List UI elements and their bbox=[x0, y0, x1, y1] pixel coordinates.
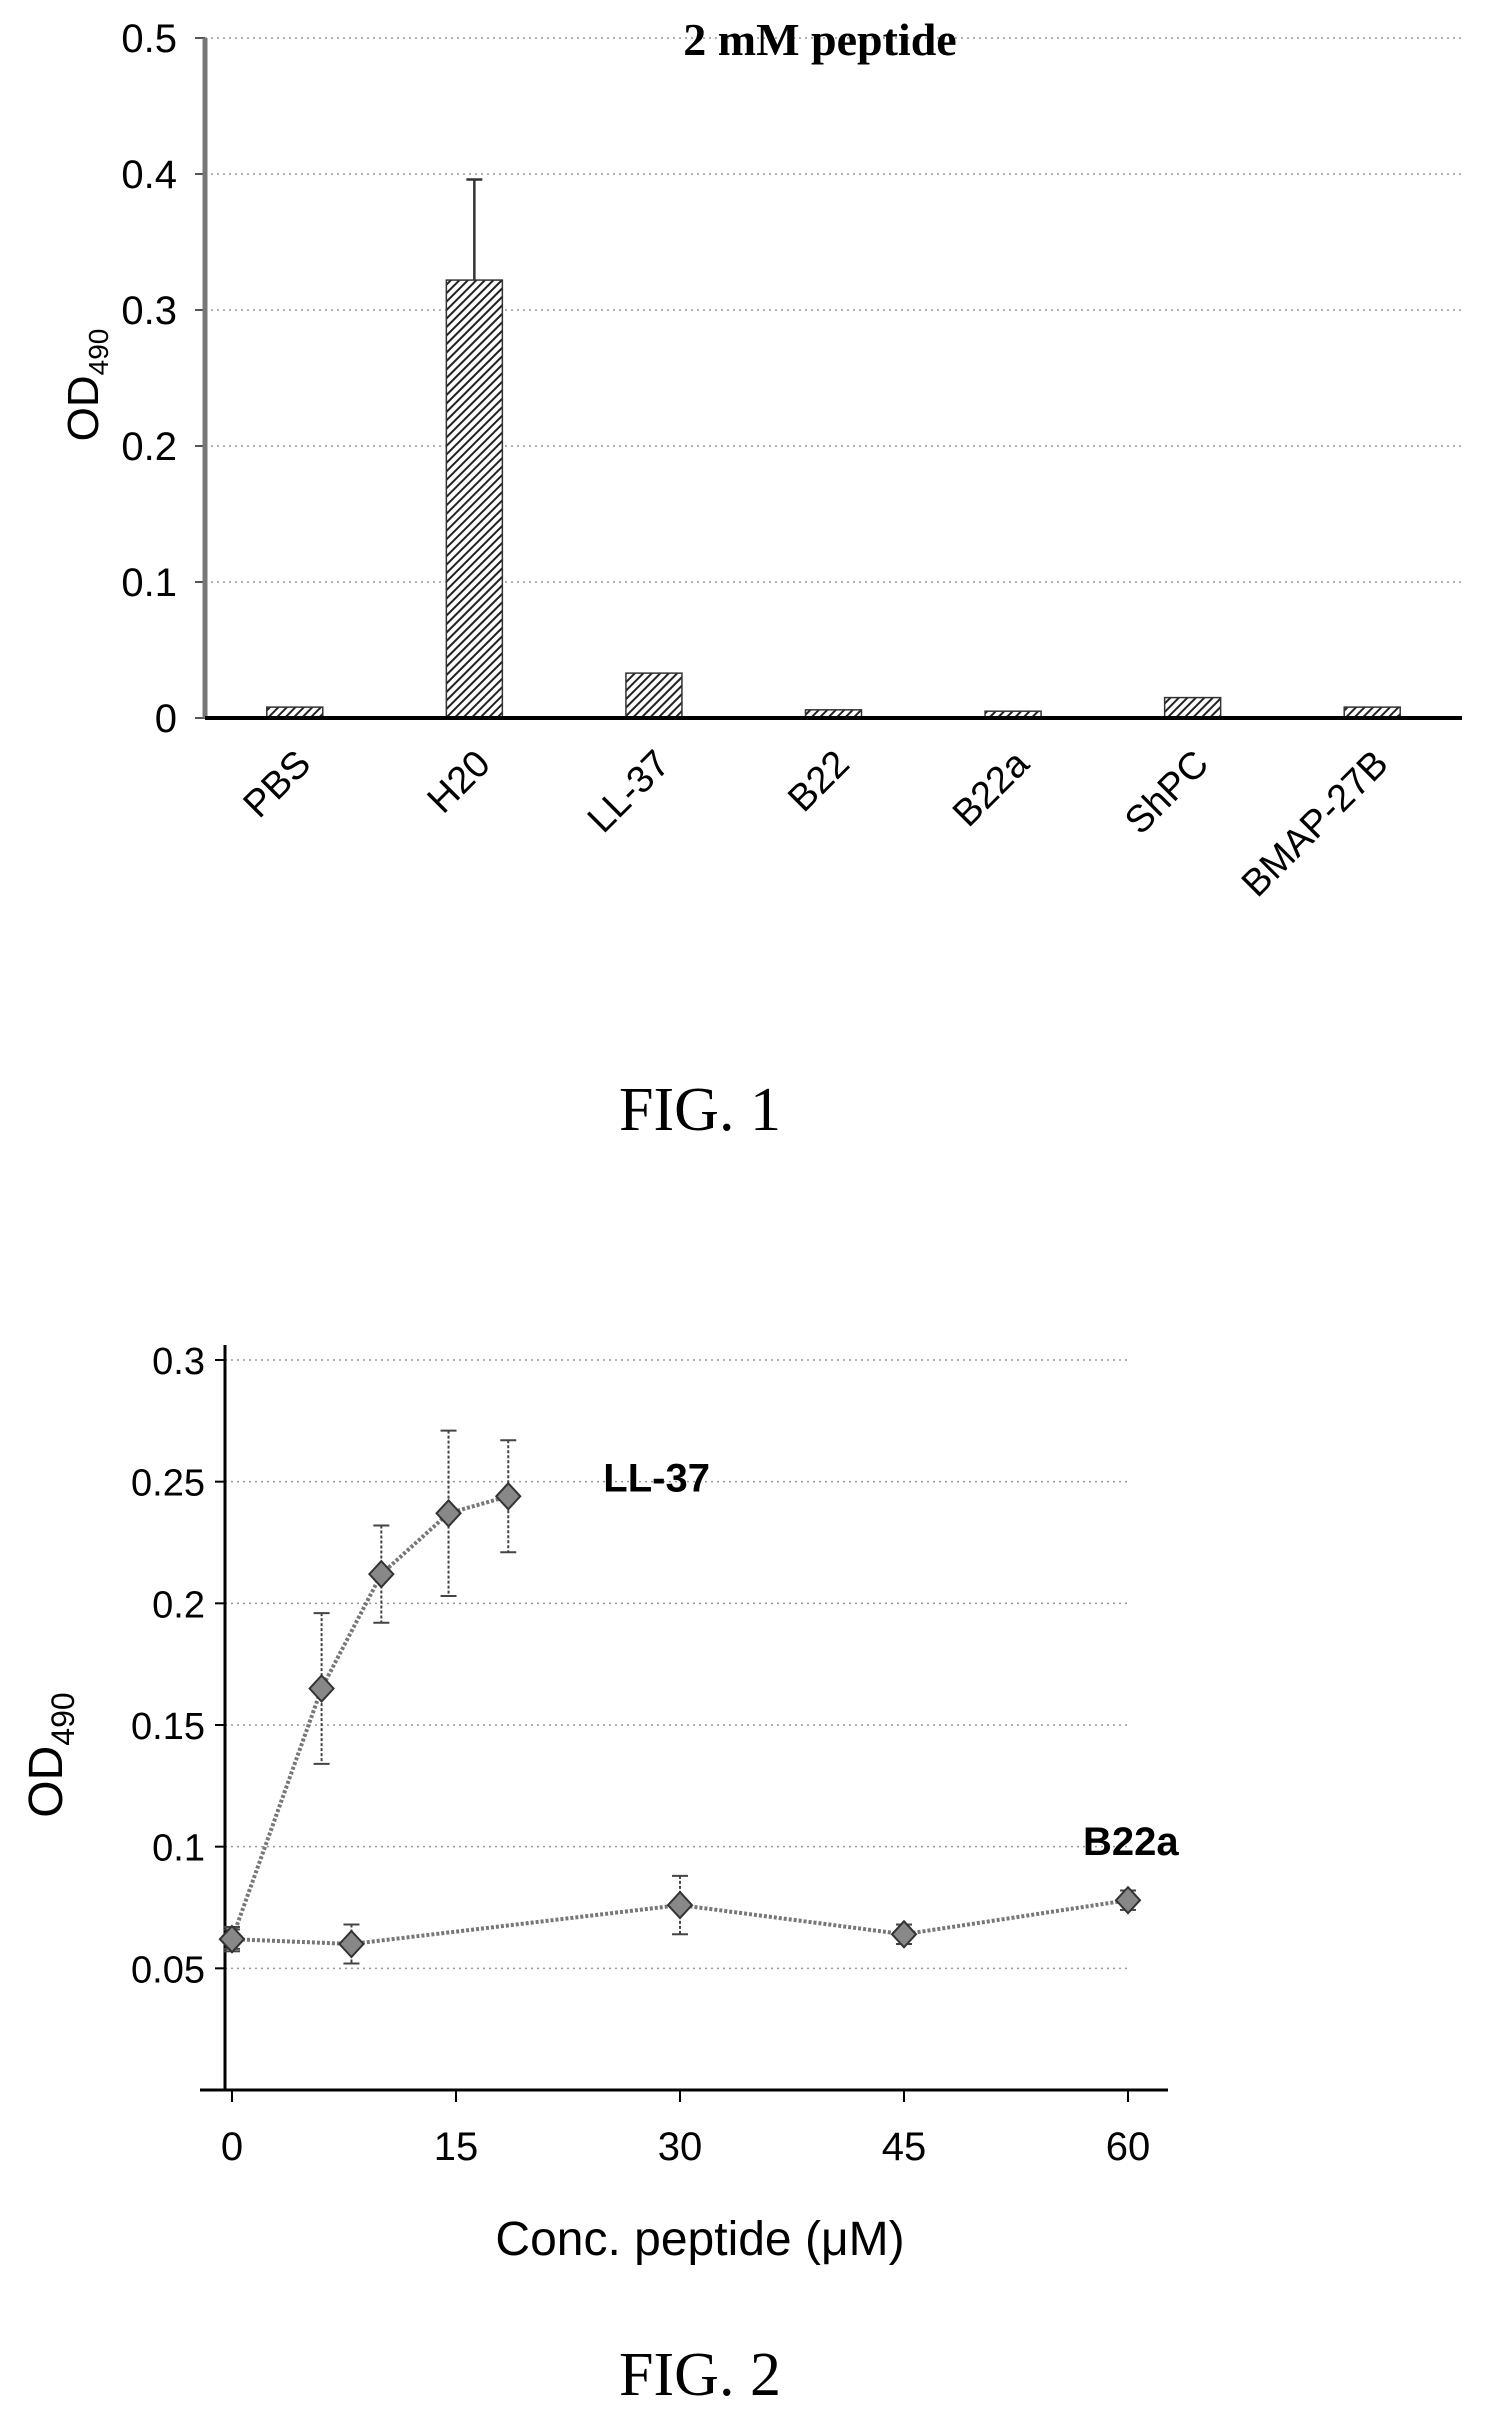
fig1-caption: FIG. 1 bbox=[619, 1076, 781, 1144]
fig2-x-tick-label: 45 bbox=[882, 2125, 927, 2169]
fig2-data-point bbox=[308, 1674, 335, 1703]
fig1-axes bbox=[195, 37, 1462, 720]
fig1-y-tick-label: 0.1 bbox=[121, 561, 177, 605]
fig2-y-tick-label: 0.25 bbox=[131, 1463, 205, 1505]
fig2-y-tick-label: 0.15 bbox=[131, 1706, 205, 1748]
fig2-data-point bbox=[338, 1929, 365, 1959]
fig2-data-point bbox=[218, 1924, 246, 1954]
fig2-y-tick-label: 0.3 bbox=[152, 1341, 205, 1383]
fig1-x-tick-label: B22 bbox=[780, 743, 858, 821]
fig2-series bbox=[218, 1429, 1142, 1965]
fig2-data-point bbox=[890, 1919, 918, 1949]
fig2-y-tick-label: 0.2 bbox=[152, 1584, 205, 1626]
fig2-x-axis-label: Conc. peptide (μM) bbox=[495, 2213, 904, 2266]
fig2-data-point bbox=[494, 1481, 522, 1511]
fig2-x-tick-labels: 0 15 30 45 60 bbox=[221, 2125, 1150, 2169]
fig1-y-tick-label: 0.2 bbox=[121, 425, 177, 469]
fig1-gridlines bbox=[205, 37, 1462, 583]
fig1-bar bbox=[625, 672, 683, 719]
fig2-y-axis-label: OD490 bbox=[20, 1692, 81, 1817]
fig1-x-tick-label: PBS bbox=[236, 743, 319, 826]
fig1-y-tick-label: 0 bbox=[155, 697, 177, 741]
fig2-x-tick-label: 30 bbox=[658, 2125, 703, 2169]
fig2-x-tick-label: 15 bbox=[434, 2125, 479, 2169]
fig1-x-tick-label: LL-37 bbox=[580, 743, 678, 841]
fig2-caption: FIG. 2 bbox=[619, 2341, 781, 2409]
figure-1: 0 0.1 0.2 0.3 0.4 0.5 PBS H20 LL-37 B22 B22a ShPC B… bbox=[59, 14, 1462, 1144]
fig2-data-point bbox=[1114, 1885, 1142, 1915]
fig2-series-label: B22a bbox=[1083, 1820, 1179, 1864]
fig1-bars bbox=[266, 178, 1401, 719]
figure-2: 0.05 0.1 0.15 0.2 0.25 0.3 0 15 30 45 60 LL-37 B22… bbox=[20, 1341, 1179, 2409]
fig2-series-line bbox=[230, 1494, 509, 1940]
fig2-x-tick-label: 0 bbox=[221, 2125, 243, 2169]
fig2-series-labels: LL-37 B22a bbox=[603, 1456, 1179, 1864]
fig2-axes bbox=[200, 1345, 1168, 2102]
fig1-bar bbox=[1163, 696, 1222, 719]
fig1-x-tick-label: ShPC bbox=[1117, 743, 1217, 843]
fig2-data-point bbox=[367, 1559, 395, 1589]
fig2-data-point bbox=[435, 1498, 462, 1528]
fig1-x-tick-label: BMAP-27B bbox=[1234, 743, 1397, 906]
fig1-x-tick-label: B22a bbox=[945, 742, 1038, 835]
fig1-x-tick-labels: PBS H20 LL-37 B22 B22a ShPC BMAP-27B bbox=[236, 742, 1397, 905]
fig1-y-tick-label: 0.4 bbox=[121, 153, 177, 197]
fig1-bar bbox=[445, 279, 504, 719]
fig1-y-tick-labels: 0 0.1 0.2 0.3 0.4 0.5 bbox=[121, 17, 177, 741]
fig1-y-tick-label: 0.3 bbox=[121, 289, 177, 333]
fig1-chart-title: 2 mM peptide bbox=[683, 14, 956, 65]
fig2-y-tick-label: 0.1 bbox=[152, 1828, 205, 1870]
fig2-x-tick-label: 60 bbox=[1106, 2125, 1151, 2169]
fig1-x-tick-label: H20 bbox=[420, 743, 499, 822]
fig2-y-tick-labels: 0.05 0.1 0.15 0.2 0.25 0.3 bbox=[131, 1341, 205, 1991]
fig2-y-tick-label: 0.05 bbox=[131, 1949, 205, 1991]
fig1-y-axis-label: OD490 bbox=[59, 329, 114, 442]
fig2-gridlines bbox=[225, 1359, 1128, 1970]
fig1-y-tick-label: 0.5 bbox=[121, 17, 177, 61]
fig2-series-label: LL-37 bbox=[603, 1456, 710, 1500]
fig2-data-point bbox=[666, 1890, 694, 1920]
